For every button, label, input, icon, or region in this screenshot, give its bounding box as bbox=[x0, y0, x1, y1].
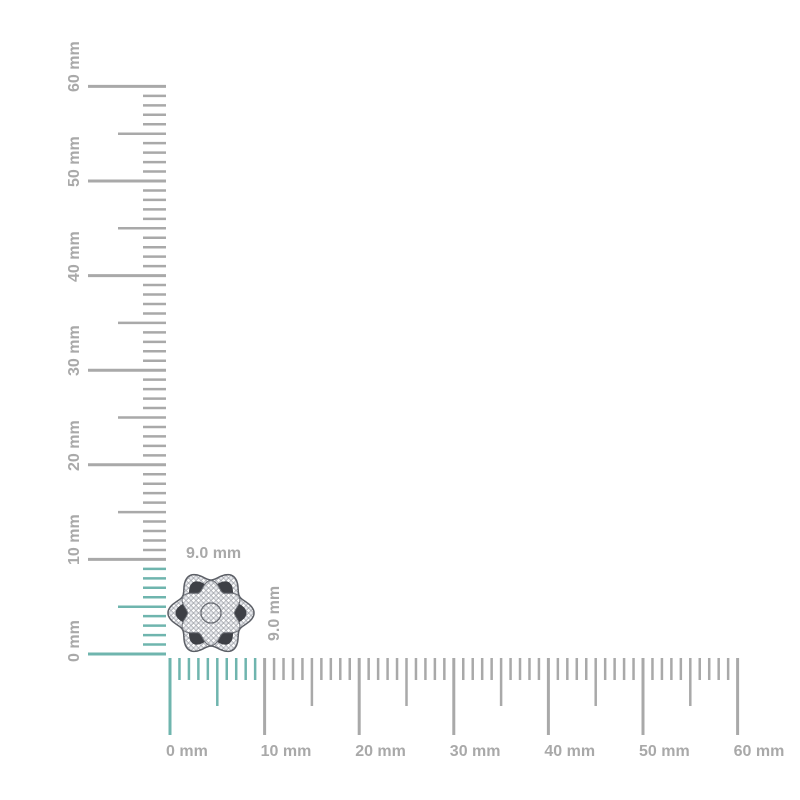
v-tick-label: 30 mm bbox=[66, 325, 83, 377]
v-tick-label: 10 mm bbox=[66, 514, 83, 566]
h-tick-label: 20 mm bbox=[355, 743, 406, 760]
width-measurement: 9.0 mm bbox=[186, 545, 242, 562]
height-measurement: 9.0 mm bbox=[266, 585, 283, 641]
v-tick-label: 50 mm bbox=[66, 136, 83, 187]
h-tick-label: 50 mm bbox=[639, 743, 690, 760]
v-tick-label: 60 mm bbox=[66, 41, 83, 93]
v-tick-label: 40 mm bbox=[66, 230, 83, 282]
h-tick-label: 60 mm bbox=[733, 743, 785, 760]
h-tick-label: 30 mm bbox=[449, 743, 501, 760]
h-tick-label: 0 mm bbox=[166, 743, 208, 760]
v-tick-label: 0 mm bbox=[66, 620, 83, 662]
h-tick-label: 10 mm bbox=[260, 743, 312, 760]
center-stone bbox=[200, 602, 222, 624]
v-tick-label: 20 mm bbox=[66, 420, 83, 471]
h-tick-label: 40 mm bbox=[544, 743, 596, 760]
